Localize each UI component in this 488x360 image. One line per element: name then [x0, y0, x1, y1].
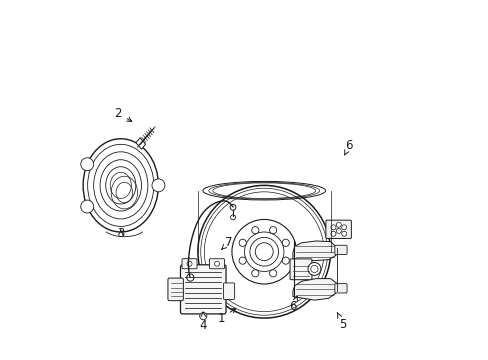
FancyBboxPatch shape — [167, 278, 183, 301]
FancyBboxPatch shape — [223, 283, 234, 300]
Circle shape — [186, 261, 192, 266]
FancyBboxPatch shape — [325, 220, 351, 238]
Circle shape — [251, 226, 258, 234]
Polygon shape — [292, 279, 337, 300]
Circle shape — [341, 225, 346, 230]
FancyBboxPatch shape — [334, 245, 346, 255]
Text: 5: 5 — [337, 312, 346, 331]
Text: 1: 1 — [217, 309, 235, 325]
Circle shape — [330, 231, 335, 236]
Circle shape — [81, 158, 94, 171]
Circle shape — [269, 226, 276, 234]
FancyBboxPatch shape — [289, 259, 311, 280]
Text: 3: 3 — [117, 226, 124, 239]
FancyBboxPatch shape — [182, 259, 197, 269]
Circle shape — [330, 225, 335, 230]
Text: 4: 4 — [199, 312, 206, 332]
Circle shape — [239, 257, 246, 264]
Circle shape — [199, 312, 206, 320]
Text: 6: 6 — [288, 296, 297, 313]
Circle shape — [230, 204, 235, 210]
FancyBboxPatch shape — [209, 259, 224, 269]
Polygon shape — [136, 138, 145, 149]
Circle shape — [239, 239, 246, 246]
Circle shape — [152, 179, 164, 192]
Circle shape — [307, 262, 320, 275]
Circle shape — [230, 215, 235, 220]
Circle shape — [81, 200, 94, 213]
Text: 2: 2 — [114, 107, 131, 121]
FancyBboxPatch shape — [180, 265, 225, 314]
FancyBboxPatch shape — [334, 284, 346, 293]
Text: 7: 7 — [221, 236, 232, 249]
Circle shape — [282, 239, 289, 246]
Circle shape — [251, 270, 258, 277]
Circle shape — [282, 257, 289, 264]
Circle shape — [186, 274, 194, 281]
Circle shape — [336, 228, 341, 233]
Circle shape — [214, 261, 219, 266]
Circle shape — [336, 222, 341, 227]
Circle shape — [269, 270, 276, 277]
Text: 6: 6 — [344, 139, 352, 155]
Polygon shape — [292, 241, 337, 261]
Circle shape — [341, 231, 346, 236]
